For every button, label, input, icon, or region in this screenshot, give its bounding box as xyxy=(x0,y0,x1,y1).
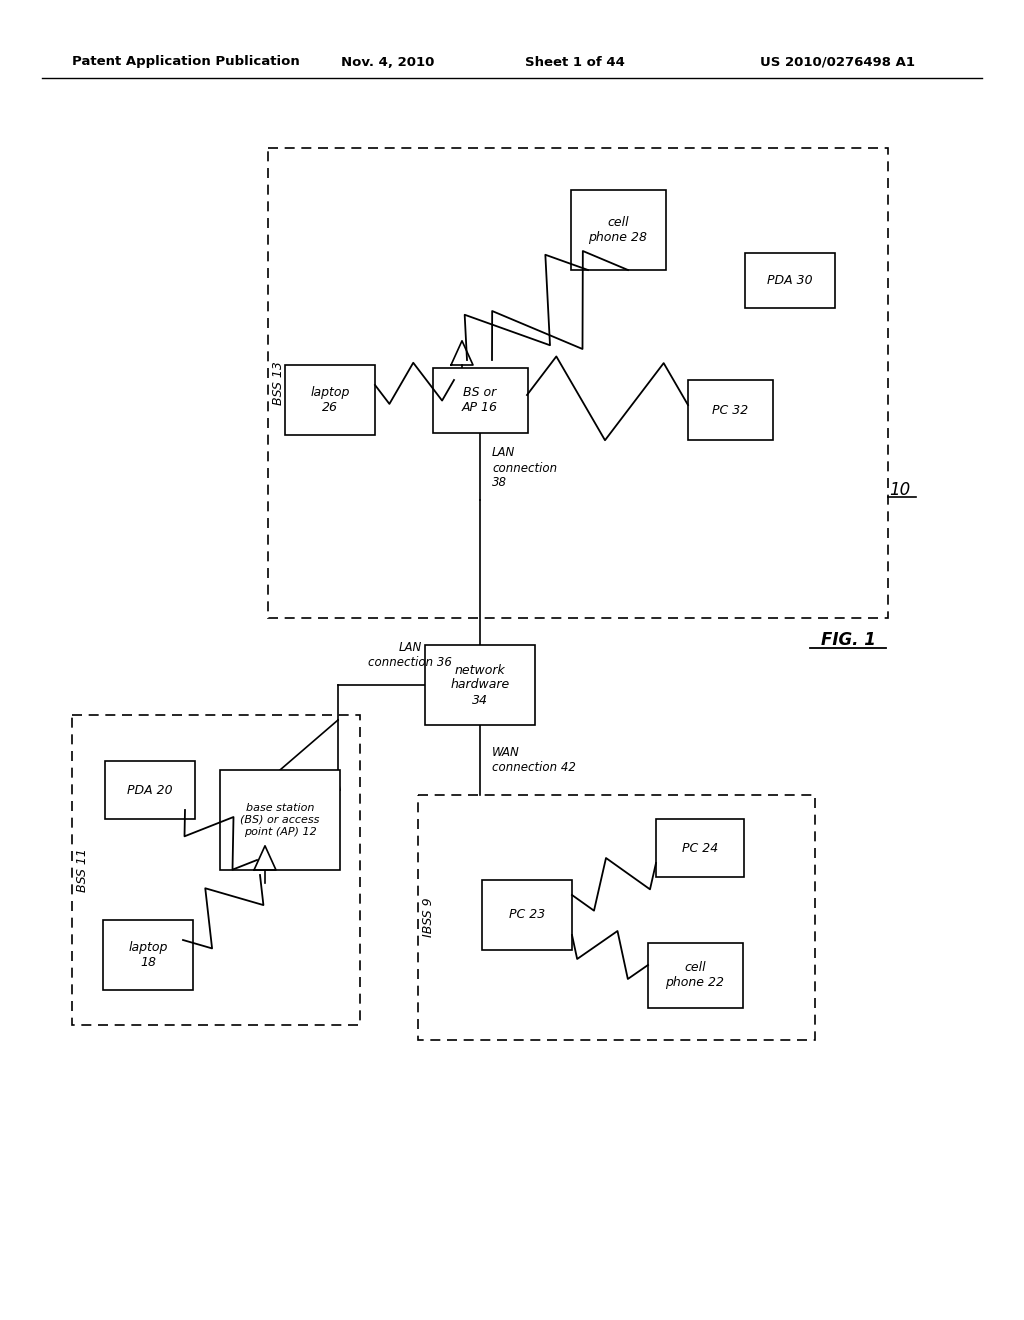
Text: cell
phone 28: cell phone 28 xyxy=(589,216,647,244)
Bar xyxy=(647,942,742,1007)
Text: IBSS 9: IBSS 9 xyxy=(422,898,434,937)
Text: laptop
26: laptop 26 xyxy=(310,385,349,414)
Bar xyxy=(656,818,744,876)
Bar xyxy=(745,252,835,308)
Bar xyxy=(425,645,535,725)
Text: PC 24: PC 24 xyxy=(682,842,718,854)
Bar xyxy=(103,920,193,990)
Text: BS or
AP 16: BS or AP 16 xyxy=(462,385,498,414)
Bar xyxy=(268,148,888,618)
Text: Patent Application Publication: Patent Application Publication xyxy=(72,55,300,69)
Bar xyxy=(285,366,375,436)
Text: cell
phone 22: cell phone 22 xyxy=(666,961,725,989)
Text: base station
(BS) or access
point (AP) 12: base station (BS) or access point (AP) 1… xyxy=(241,804,319,837)
Bar xyxy=(482,880,572,950)
Bar xyxy=(220,770,340,870)
Text: LAN
connection 36: LAN connection 36 xyxy=(368,642,452,669)
Text: PDA 20: PDA 20 xyxy=(127,784,173,796)
Text: US 2010/0276498 A1: US 2010/0276498 A1 xyxy=(761,55,915,69)
Text: 10: 10 xyxy=(890,480,910,499)
Bar xyxy=(687,380,772,440)
Text: Sheet 1 of 44: Sheet 1 of 44 xyxy=(525,55,625,69)
Text: Nov. 4, 2010: Nov. 4, 2010 xyxy=(341,55,434,69)
Text: LAN
connection
38: LAN connection 38 xyxy=(492,446,557,490)
Bar xyxy=(570,190,666,271)
Text: network
hardware
34: network hardware 34 xyxy=(451,664,510,706)
Text: laptop
18: laptop 18 xyxy=(128,941,168,969)
Text: PDA 30: PDA 30 xyxy=(767,273,813,286)
Bar xyxy=(432,367,527,433)
Text: BSS 11: BSS 11 xyxy=(76,847,88,892)
Text: PC 32: PC 32 xyxy=(712,404,749,417)
Bar xyxy=(105,762,195,818)
Bar xyxy=(72,715,360,1026)
Text: FIG. 1: FIG. 1 xyxy=(820,631,876,649)
Text: BSS 13: BSS 13 xyxy=(271,362,285,405)
Bar xyxy=(418,795,815,1040)
Text: WAN
connection 42: WAN connection 42 xyxy=(492,746,575,774)
Text: PC 23: PC 23 xyxy=(509,908,545,921)
